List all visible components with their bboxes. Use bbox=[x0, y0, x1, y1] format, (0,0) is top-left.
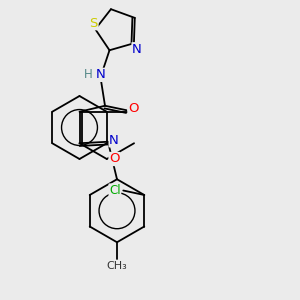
Text: H: H bbox=[83, 68, 92, 81]
Text: O: O bbox=[109, 152, 119, 166]
Text: N: N bbox=[96, 68, 105, 81]
Text: CH₃: CH₃ bbox=[106, 261, 128, 271]
Text: N: N bbox=[109, 134, 119, 147]
Text: Cl: Cl bbox=[109, 184, 121, 197]
Text: O: O bbox=[128, 102, 138, 115]
Text: N: N bbox=[132, 43, 142, 56]
Text: S: S bbox=[90, 17, 98, 30]
